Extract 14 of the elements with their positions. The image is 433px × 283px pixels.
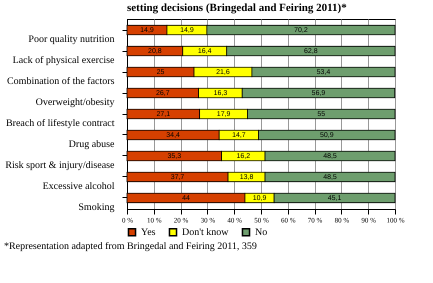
legend-label: Yes — [141, 227, 156, 238]
y-tick-label: Poor quality nutrition — [28, 34, 114, 46]
y-tick-label: Smoking — [78, 202, 114, 213]
chart-title: setting decisions (Bringedal and Feiring 2011)* — [127, 2, 348, 14]
text: *Representation adapted from Bringedal and Feiring 2011, 359 — [3, 241, 258, 252]
y-tick-label: Combination of the factors — [7, 76, 115, 88]
y-tick-label: Overweight/obesity — [36, 97, 114, 108]
legend-label: No — [255, 227, 268, 238]
legend-label: Don't know — [182, 227, 230, 238]
y-tick-label: Breach of lifestyle contract — [6, 118, 115, 129]
y-tick-label: Risk sport & injury/disease — [5, 160, 116, 171]
y-tick-label: Excessive alcohol — [42, 180, 115, 192]
y-tick-label: Lack of physical exercise — [12, 55, 116, 66]
y-tick-label: Drug abuse — [68, 138, 116, 150]
